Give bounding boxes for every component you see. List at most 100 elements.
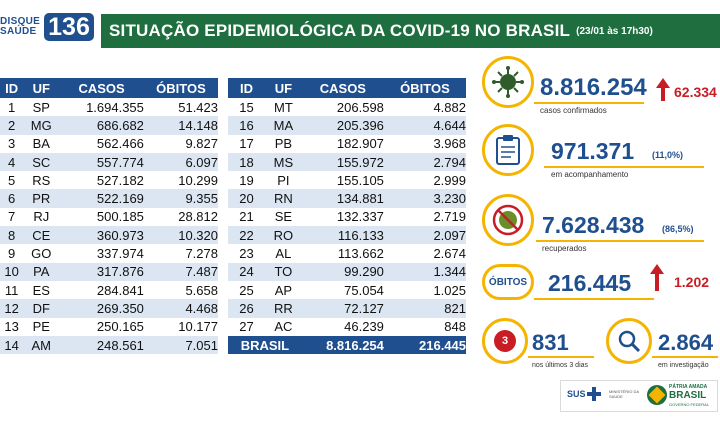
- table-row: 12 DF 269.350 4.468: [0, 299, 218, 318]
- cell-uf: PR: [23, 189, 60, 208]
- total-deaths: 216.445: [383, 335, 466, 355]
- table-row: 2 MG 686.682 14.148: [0, 116, 218, 135]
- table-row: 21 SE 132.337 2.719: [228, 207, 466, 227]
- cell-uf: PA: [23, 262, 60, 281]
- logo-text: DISQUE SAÚDE: [0, 17, 40, 37]
- cell-cases: 522.169: [59, 189, 144, 208]
- cell-deaths: 2.674: [383, 244, 466, 263]
- table-row: 11 ES 284.841 5.658: [0, 280, 218, 300]
- last3days-underline: [528, 356, 594, 358]
- recovered-underline: [536, 240, 704, 242]
- cell-id: 22: [228, 226, 265, 245]
- cell-cases: 1.694.355: [59, 98, 144, 117]
- table-row: 7 RJ 500.185 28.812: [0, 207, 218, 227]
- cell-deaths: 2.999: [383, 171, 466, 190]
- table-row: 5 RS 527.182 10.299: [0, 171, 218, 190]
- table-header-row: ID UF CASOS ÓBITOS: [228, 78, 466, 98]
- cell-deaths: 10.320: [143, 226, 218, 245]
- cell-id: 23: [228, 244, 265, 263]
- total-cases: 8.816.254: [301, 335, 384, 355]
- cell-deaths: 9.827: [143, 134, 218, 153]
- col-header-uf: UF: [23, 78, 60, 98]
- cell-cases: 155.972: [301, 152, 384, 172]
- cell-deaths: 4.644: [383, 116, 466, 135]
- cell-cases: 269.350: [59, 299, 144, 318]
- cell-uf: RS: [23, 171, 60, 190]
- cell-cases: 557.774: [59, 152, 144, 172]
- cell-deaths: 2.719: [383, 207, 466, 227]
- cell-deaths: 10.177: [143, 317, 218, 336]
- cell-cases: 182.907: [301, 134, 384, 153]
- cell-cases: 113.662: [301, 244, 384, 263]
- sus-cross-icon: [587, 387, 601, 401]
- cell-id: 24: [228, 262, 265, 281]
- cell-id: 13: [0, 317, 24, 336]
- cell-cases: 562.466: [59, 134, 144, 153]
- page-title: SITUAÇÃO EPIDEMIOLÓGICA DA COVID-19 NO B…: [109, 21, 571, 40]
- cell-uf: TO: [264, 262, 302, 281]
- title-bar: SITUAÇÃO EPIDEMIOLÓGICA DA COVID-19 NO B…: [101, 14, 720, 48]
- table-row: 3 BA 562.466 9.827: [0, 134, 218, 153]
- cell-id: 8: [0, 226, 24, 245]
- deaths-increase: 1.202: [674, 274, 710, 290]
- brand-line3: GOVERNO FEDERAL: [669, 402, 710, 407]
- col-header-deaths: ÓBITOS: [383, 78, 466, 98]
- deaths-value: 216.445: [548, 270, 632, 296]
- table-row: 10 PA 317.876 7.487: [0, 262, 218, 281]
- cell-id: 11: [0, 280, 24, 300]
- cell-cases: 134.881: [301, 189, 384, 208]
- cell-id: 5: [0, 171, 24, 190]
- total-row: BRASIL 8.816.254 216.445: [228, 335, 466, 355]
- col-header-id: ID: [228, 78, 265, 98]
- table-row: 9 GO 337.974 7.278: [0, 244, 218, 263]
- investigation-value: 2.864: [658, 330, 714, 355]
- cell-id: 12: [0, 299, 24, 318]
- cell-cases: 337.974: [59, 244, 144, 263]
- cell-cases: 46.239: [301, 317, 384, 336]
- cell-id: 21: [228, 207, 265, 227]
- table-row: 13 PE 250.165 10.177: [0, 317, 218, 336]
- cell-cases: 72.127: [301, 299, 384, 318]
- cell-deaths: 14.148: [143, 116, 218, 135]
- monitoring-underline: [544, 166, 704, 168]
- clipboard-icon: [482, 124, 534, 176]
- last3days-value: 831: [532, 330, 569, 355]
- logo-line2: SAÚDE: [0, 26, 37, 37]
- cell-deaths: 10.299: [143, 171, 218, 190]
- cell-id: 10: [0, 262, 24, 281]
- table-row: 27 AC 46.239 848: [228, 317, 466, 336]
- cell-cases: 527.182: [59, 171, 144, 190]
- total-label: BRASIL: [228, 335, 302, 355]
- cell-deaths: 1.344: [383, 262, 466, 281]
- cell-deaths: 821: [383, 299, 466, 318]
- cell-deaths: 7.278: [143, 244, 218, 263]
- monitoring-pct: (11,0%): [652, 150, 684, 160]
- cell-id: 6: [0, 189, 24, 208]
- cell-id: 4: [0, 152, 24, 172]
- cell-deaths: 6.097: [143, 152, 218, 172]
- table-row: 25 AP 75.054 1.025: [228, 280, 466, 300]
- cell-uf: RO: [264, 226, 302, 245]
- cell-id: 7: [0, 207, 24, 227]
- disque-saude-logo: DISQUE SAÚDE 136: [0, 12, 96, 42]
- table-row: 19 PI 155.105 2.999: [228, 171, 466, 190]
- col-header-cases: CASOS: [301, 78, 384, 98]
- sus-logo: SUS: [567, 389, 586, 399]
- table-row: 20 RN 134.881 3.230: [228, 189, 466, 208]
- cell-deaths: 4.468: [143, 299, 218, 318]
- cell-id: 15: [228, 98, 265, 117]
- cell-id: 17: [228, 134, 265, 153]
- cell-cases: 99.290: [301, 262, 384, 281]
- cell-uf: MA: [264, 116, 302, 135]
- cell-uf: RN: [264, 189, 302, 208]
- cell-uf: PI: [264, 171, 302, 190]
- recovered-label: recuperados: [542, 244, 587, 253]
- cell-id: 25: [228, 280, 265, 300]
- cell-deaths: 4.882: [383, 98, 466, 117]
- cell-deaths: 2.097: [383, 226, 466, 245]
- cell-uf: SC: [23, 152, 60, 172]
- cell-deaths: 3.230: [383, 189, 466, 208]
- deaths-underline: [534, 298, 654, 300]
- cell-cases: 500.185: [59, 207, 144, 227]
- cell-id: 27: [228, 317, 265, 336]
